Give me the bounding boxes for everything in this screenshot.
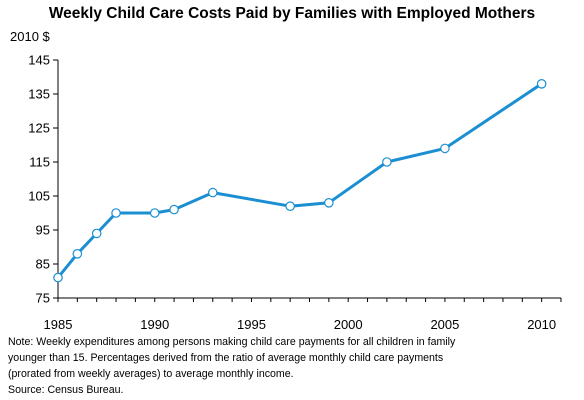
data-point <box>285 201 295 211</box>
data-point <box>382 157 392 167</box>
chart-title: Weekly Child Care Costs Paid by Families… <box>48 5 536 22</box>
data-point <box>72 249 83 259</box>
data-point <box>324 198 334 208</box>
x-tick-label: 1995 <box>237 317 266 332</box>
y-tick-label: 85 <box>36 257 50 272</box>
chart-note: Note: Weekly expenditures among persons … <box>8 334 582 398</box>
series-line <box>56 82 543 279</box>
x-tick-label: 1985 <box>44 317 73 332</box>
data-point <box>440 143 450 154</box>
y-tick-label: 95 <box>36 223 50 238</box>
x-tick-label: 2010 <box>527 317 556 332</box>
note-line-3: (prorated from weekly averages) to avera… <box>8 368 294 380</box>
data-point <box>53 272 63 283</box>
data-point <box>91 228 102 239</box>
data-point <box>536 79 547 89</box>
y-tick-label: 145 <box>28 53 50 68</box>
y-tick-label: 135 <box>28 87 50 102</box>
x-tick-label: 2005 <box>430 317 459 332</box>
data-point <box>207 187 218 198</box>
data-point <box>111 208 121 218</box>
data-point <box>149 208 160 218</box>
y-axis-unit-label: 2010 $ <box>10 29 50 44</box>
y-tick-label: 75 <box>36 291 50 306</box>
y-tick-label: 115 <box>29 155 50 170</box>
x-tick-label: 2000 <box>334 317 363 332</box>
source-line: Source: Census Bureau. <box>8 384 124 396</box>
data-point <box>169 204 179 215</box>
note-line-1: Note: Weekly expenditures among persons … <box>8 336 456 348</box>
y-tick-label: 125 <box>28 121 50 136</box>
x-tick-label: 1990 <box>140 317 169 332</box>
note-line-2: younger than 15. Percentages derived fro… <box>8 352 444 364</box>
y-tick-label: 105 <box>28 189 50 204</box>
